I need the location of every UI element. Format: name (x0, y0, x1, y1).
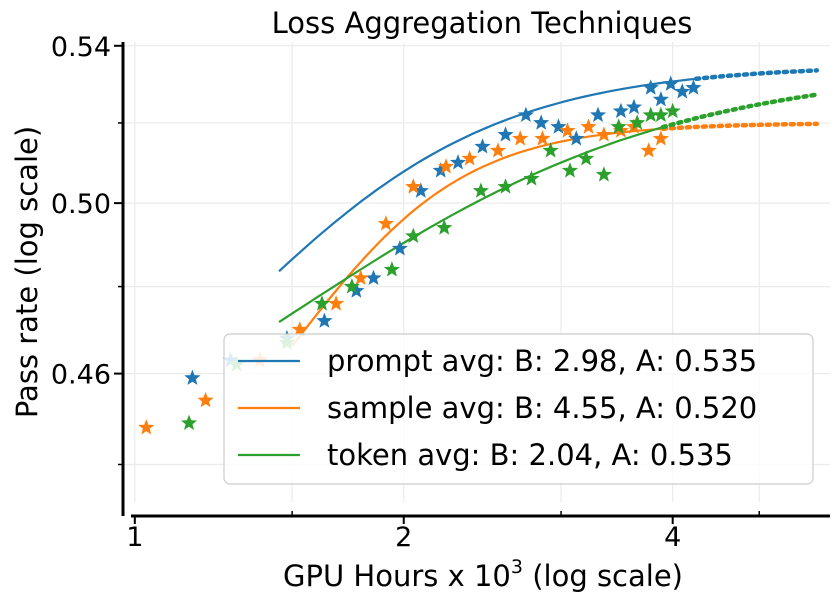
y-tick-label: 0.46 (51, 360, 111, 391)
legend-label-prompt: prompt avg: B: 2.98, A: 0.535 (327, 344, 757, 378)
data-point-token (642, 106, 659, 122)
data-point-prompt (365, 269, 382, 285)
fit-line-sample (291, 127, 663, 347)
legend-frame (223, 333, 814, 485)
data-point-sample (352, 269, 369, 285)
data-point-token (497, 178, 514, 194)
data-point-sample (461, 150, 478, 166)
x-axis-label: GPU Hours x 103 (log scale) (283, 556, 683, 593)
data-point-token (523, 170, 540, 186)
data-point-sample (377, 215, 394, 231)
data-point-prompt (517, 106, 534, 122)
fit-curves (278, 68, 820, 347)
data-point-sample (640, 142, 657, 158)
data-point-token (436, 219, 453, 235)
data-point-prompt (625, 98, 642, 115)
data-point-sample (328, 295, 345, 311)
data-point-prompt (497, 126, 514, 142)
ticks: 1 2 4 0.46 0.50 0.54 (51, 32, 761, 553)
data-point-token (629, 114, 646, 130)
data-point-sample (534, 130, 551, 146)
y-tick-label: 0.54 (51, 32, 111, 63)
data-point-prompt (674, 83, 691, 99)
x-axis-label-main: GPU Hours x 10 (283, 559, 511, 593)
extrapolation-line-sample (660, 121, 820, 132)
data-point-prompt (474, 138, 491, 154)
data-point-prompt (652, 91, 669, 107)
data-point-token (313, 295, 331, 311)
data-point-sample (138, 419, 155, 435)
y-tick-label: 0.50 (51, 189, 111, 220)
data-point-prompt (590, 106, 607, 122)
data-point-token (595, 166, 612, 182)
legend-label-sample: sample avg: B: 4.55, A: 0.520 (327, 391, 757, 425)
legend: prompt avg: B: 2.98, A: 0.535 sample avg… (223, 333, 814, 485)
x-axis-label-suffix: (log scale) (523, 559, 683, 593)
data-point-prompt (685, 79, 702, 95)
data-point-sample (291, 321, 308, 337)
fit-line-prompt (278, 77, 697, 273)
x-tick-label: 1 (126, 522, 143, 553)
data-point-prompt (550, 118, 567, 134)
data-point-token (561, 162, 579, 178)
data-point-token (405, 227, 422, 243)
data-point-token (578, 150, 595, 166)
data-point-token (542, 142, 559, 158)
data-point-sample (197, 391, 214, 408)
data-point-sample (437, 158, 455, 174)
chart-title: Loss Aggregation Techniques (272, 6, 693, 40)
data-point-prompt (432, 162, 449, 178)
fit-line-token (278, 126, 664, 324)
axes (121, 42, 830, 518)
data-point-token (343, 278, 360, 294)
data-point-sample (489, 142, 507, 158)
data-point-prompt (348, 282, 365, 298)
x-tick-label: 4 (664, 522, 681, 553)
y-axis-label: Pass rate (log scale) (10, 126, 44, 418)
data-point-prompt (533, 114, 550, 130)
data-point-sample (595, 126, 612, 142)
extrapolation-line-token (660, 92, 820, 130)
data-point-sample (580, 118, 597, 134)
data-point-prompt (449, 154, 467, 170)
x-axis-label-superscript: 3 (511, 556, 523, 578)
legend-label-token: token avg: B: 2.04, A: 0.535 (327, 438, 733, 472)
data-point-prompt (568, 130, 585, 146)
data-point-token (472, 182, 489, 198)
data-point-sample (559, 122, 576, 138)
data-point-token (664, 102, 681, 119)
data-point-prompt (662, 75, 679, 91)
data-point-sample (512, 130, 529, 146)
data-point-prompt (391, 240, 408, 256)
data-point-token (383, 261, 400, 277)
data-point-prompt (412, 182, 429, 198)
data-point-prompt (612, 102, 629, 119)
data-point-token (652, 106, 669, 122)
data-point-token (610, 118, 627, 134)
data-point-prompt (316, 312, 333, 328)
x-tick-label: 2 (395, 522, 412, 553)
data-point-prompt (642, 79, 659, 95)
data-point-token (181, 414, 198, 430)
data-point-sample (405, 178, 422, 194)
data-point-sample (652, 130, 669, 146)
extrapolation-line-prompt (693, 68, 820, 82)
data-point-prompt (184, 369, 201, 385)
